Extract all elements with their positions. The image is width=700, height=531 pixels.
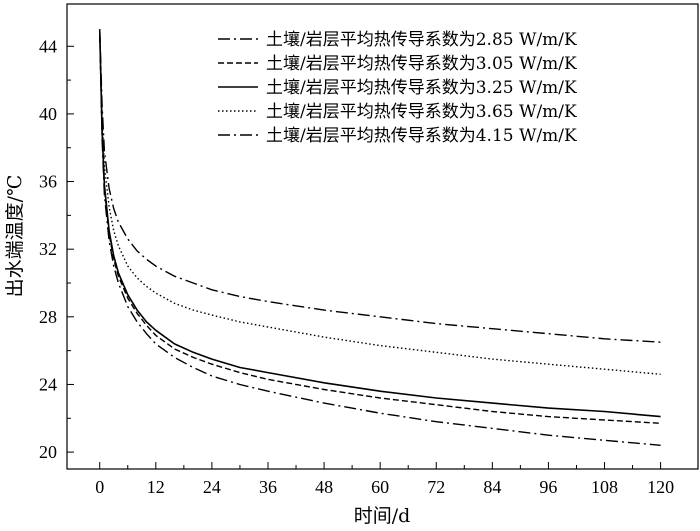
series-line-3 xyxy=(98,29,661,418)
y-tick-label: 40 xyxy=(39,104,57,124)
legend-label-2: 土壤/岩层平均热传导系数为3.05 W/m/K xyxy=(266,53,577,74)
plot-frame xyxy=(66,3,699,470)
x-tick-label: 60 xyxy=(371,477,389,497)
y-tick-label: 36 xyxy=(39,172,57,192)
y-axis-label: 出水端温度/℃ xyxy=(4,175,26,298)
x-tick-label: 48 xyxy=(315,477,333,497)
x-tick-label: 72 xyxy=(427,477,445,497)
y-tick-label: 32 xyxy=(39,239,57,259)
x-tick-label: 0 xyxy=(95,477,104,497)
x-tick-label: 108 xyxy=(591,477,618,497)
y-tick-label: 20 xyxy=(39,442,57,462)
y-tick-label: 28 xyxy=(39,307,57,327)
legend-label-5: 土壤/岩层平均热传导系数为4.15 W/m/K xyxy=(266,125,577,146)
series-lines xyxy=(98,29,661,446)
x-tick-label: 36 xyxy=(259,477,277,497)
x-tick-label: 120 xyxy=(647,477,674,497)
x-tick-label: 96 xyxy=(539,477,557,497)
ticks: 0 12 24 36 48 60 72 84 96 108 120 20 24 28 32 36 40 44 xyxy=(39,36,674,497)
legend-label-1: 土壤/岩层平均热传导系数为2.85 W/m/K xyxy=(266,29,577,50)
series-line-1 xyxy=(99,29,661,446)
legend: 土壤/岩层平均热传导系数为2.85 W/m/K 土壤/岩层平均热传导系数为3.05… xyxy=(218,29,577,146)
y-tick-label: 24 xyxy=(39,374,57,394)
x-tick-label: 84 xyxy=(483,477,501,497)
y-tick-label: 44 xyxy=(39,36,57,56)
legend-label-4: 土壤/岩层平均热传导系数为3.65 W/m/K xyxy=(266,101,577,122)
x-axis-label: 时间/d xyxy=(354,505,411,527)
legend-label-3: 土壤/岩层平均热传导系数为3.25 W/m/K xyxy=(266,77,577,98)
x-tick-label: 24 xyxy=(203,477,221,497)
series-line-5 xyxy=(99,29,661,343)
x-tick-label: 12 xyxy=(147,477,165,497)
